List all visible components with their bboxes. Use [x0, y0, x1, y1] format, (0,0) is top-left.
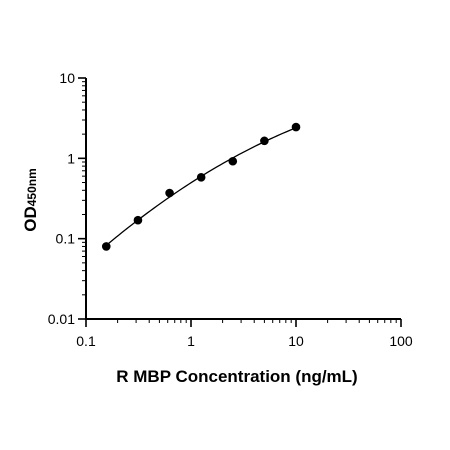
y-tick-label: 10 — [59, 70, 75, 86]
data-point — [101, 242, 111, 251]
fit-curve — [105, 127, 297, 246]
data-point — [133, 215, 143, 225]
y-axis-title: OD450nm — [21, 168, 40, 232]
y-tick-label: 0.1 — [56, 231, 76, 247]
x-axis-title: R MBP Concentration (ng/mL) — [116, 367, 357, 386]
x-tick-label: 1 — [187, 333, 195, 349]
axes — [85, 78, 401, 320]
y-axis-title-subscript: 450nm — [25, 168, 39, 206]
data-point — [165, 188, 174, 198]
data-point — [291, 122, 301, 132]
data-point — [196, 173, 206, 182]
x-tick-label: 100 — [389, 333, 413, 349]
data-point — [260, 136, 269, 146]
y-axis-ticks: 0.01 0.1 1 10 — [48, 70, 86, 327]
x-axis-ticks: 0.1 1 10 100 — [76, 319, 413, 349]
y-tick-label: 0.01 — [48, 311, 75, 327]
x-tick-label: 10 — [288, 333, 304, 349]
y-axis-title-main: OD — [21, 206, 40, 232]
x-tick-label: 0.1 — [76, 333, 96, 349]
data-point — [228, 156, 238, 166]
data-points — [101, 122, 301, 251]
y-tick-label: 1 — [67, 150, 75, 166]
